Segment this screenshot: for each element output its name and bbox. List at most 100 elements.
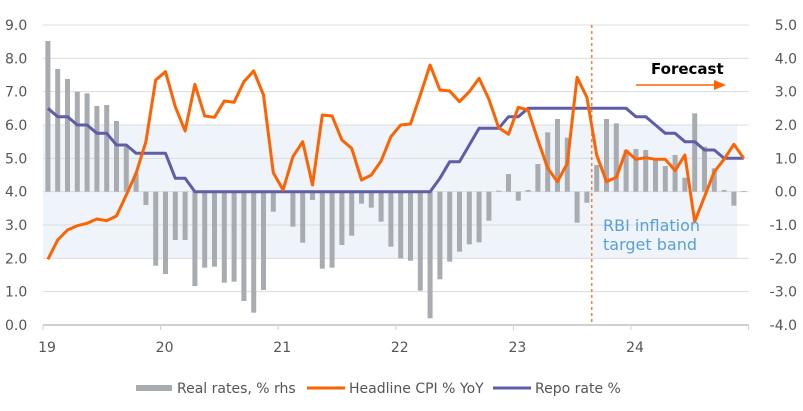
forecast-marker: [591, 25, 726, 325]
left-tick-label: 8.0: [5, 51, 27, 67]
right-tick-label: -3.0: [770, 285, 797, 301]
real-rate-bar: [584, 191, 590, 203]
x-axis-ticks: 19 20 21 22 23 24: [38, 325, 750, 356]
real-rate-bar: [202, 191, 208, 268]
band-label-line2: target band: [603, 235, 697, 254]
real-rate-bar: [45, 41, 51, 192]
real-rate-bar: [711, 168, 717, 192]
band-label-line1: RBI inflation: [603, 216, 700, 235]
real-rate-bar: [476, 191, 482, 243]
real-rate-bar: [457, 191, 462, 252]
x-tick-label: 19: [38, 340, 56, 356]
x-tick-label: 22: [391, 340, 409, 356]
real-rate-bar: [143, 191, 149, 205]
cpi-line: [46, 63, 745, 260]
real-rate-bar: [427, 191, 433, 319]
real-rate-bar: [741, 191, 747, 192]
real-rate-bar: [574, 191, 580, 223]
real-rate-bar: [408, 191, 413, 261]
left-tick-label: 0.0: [5, 318, 27, 334]
real-rate-bar: [486, 191, 492, 221]
real-rate-bar: [692, 113, 698, 192]
legend: Real rates, % rhs Headline CPI % YoY Rep…: [136, 381, 621, 397]
real-rate-bar: [94, 106, 100, 192]
real-rate-bar: [417, 191, 423, 291]
real-rate-bar: [270, 191, 276, 212]
real-rate-bar: [163, 191, 168, 274]
real-rate-bar: [172, 191, 178, 240]
right-tick-label: 1.0: [775, 151, 797, 167]
real-rate-bar: [368, 191, 374, 208]
real-rate-bar: [672, 155, 678, 192]
real-rate-bar: [241, 191, 247, 301]
real-rate-bar: [114, 121, 119, 192]
real-rate-bar: [466, 191, 472, 245]
real-rates-bars: [45, 41, 747, 319]
real-rate-bar: [702, 146, 707, 192]
real-rate-bar: [643, 150, 649, 192]
real-rate-bar: [231, 191, 237, 282]
left-tick-label: 7.0: [5, 85, 27, 101]
real-rate-bar: [261, 191, 266, 290]
real-rate-bar: [378, 191, 384, 222]
real-rate-bar: [133, 173, 139, 192]
real-rate-bar: [437, 191, 443, 280]
real-rate-bar: [55, 69, 61, 192]
real-rate-bar: [84, 93, 90, 192]
real-rate-bar: [594, 165, 600, 192]
right-tick-label: -4.0: [770, 318, 797, 334]
left-tick-label: 9.0: [5, 18, 27, 34]
real-rate-bar: [662, 166, 668, 192]
legend-label-real-rates: Real rates, % rhs: [177, 381, 296, 397]
real-rate-bar: [290, 191, 296, 227]
real-rate-bar: [447, 191, 453, 262]
right-tick-label: 4.0: [775, 51, 797, 67]
real-rate-bar: [555, 119, 560, 192]
real-rate-bar: [212, 191, 217, 267]
real-rate-bar: [153, 191, 159, 266]
legend-label-repo: Repo rate %: [535, 381, 621, 397]
right-tick-label: 2.0: [775, 118, 797, 134]
real-rate-bar: [300, 191, 306, 243]
left-tick-label: 1.0: [5, 285, 27, 301]
real-rate-bar: [545, 132, 551, 192]
left-tick-label: 2.0: [5, 251, 27, 267]
real-rate-bar: [123, 146, 129, 192]
right-tick-label: 5.0: [775, 18, 797, 34]
real-rate-bar: [525, 190, 531, 192]
repo-rate-line: [46, 106, 744, 194]
real-rate-bar: [604, 119, 609, 192]
real-rate-bar: [496, 190, 502, 192]
real-rate-bar: [74, 91, 80, 192]
series-lines: [46, 63, 745, 260]
real-rate-bar: [398, 191, 404, 259]
real-rate-bar: [721, 190, 727, 192]
left-tick-label: 5.0: [5, 151, 27, 167]
real-rate-bar: [682, 177, 688, 192]
forecast-arrow-head-icon: [714, 80, 726, 90]
real-rate-bar: [515, 191, 521, 201]
real-rate-bar: [182, 191, 188, 240]
real-rate-bar: [633, 149, 639, 192]
real-rate-bar: [329, 191, 335, 268]
right-axis-ticks: -4.0 -3.0 -2.0 -1.0 0.0 1.0 2.0 3.0 4.0 5.0: [770, 18, 797, 334]
real-rate-bar: [349, 191, 355, 236]
x-tick-label: 20: [156, 340, 174, 356]
real-rate-bar: [613, 123, 619, 192]
real-rate-bar: [388, 191, 394, 247]
real-rate-bar: [506, 174, 511, 192]
real-rate-bar: [319, 191, 325, 269]
right-tick-label: -2.0: [770, 251, 797, 267]
real-rate-bar: [192, 191, 198, 286]
real-rate-bar: [653, 160, 658, 192]
real-rate-bar: [65, 79, 70, 192]
legend-label-cpi: Headline CPI % YoY: [349, 381, 484, 397]
x-tick-label: 24: [626, 340, 644, 356]
real-rate-bar: [310, 191, 315, 200]
x-tick-label: 23: [508, 340, 526, 356]
left-tick-label: 6.0: [5, 118, 27, 134]
forecast-label: Forecast: [651, 60, 724, 78]
left-axis-ticks: 0.0 1.0 2.0 3.0 4.0 5.0 6.0 7.0 8.0 9.0: [5, 18, 27, 334]
real-rate-bar: [535, 164, 541, 192]
